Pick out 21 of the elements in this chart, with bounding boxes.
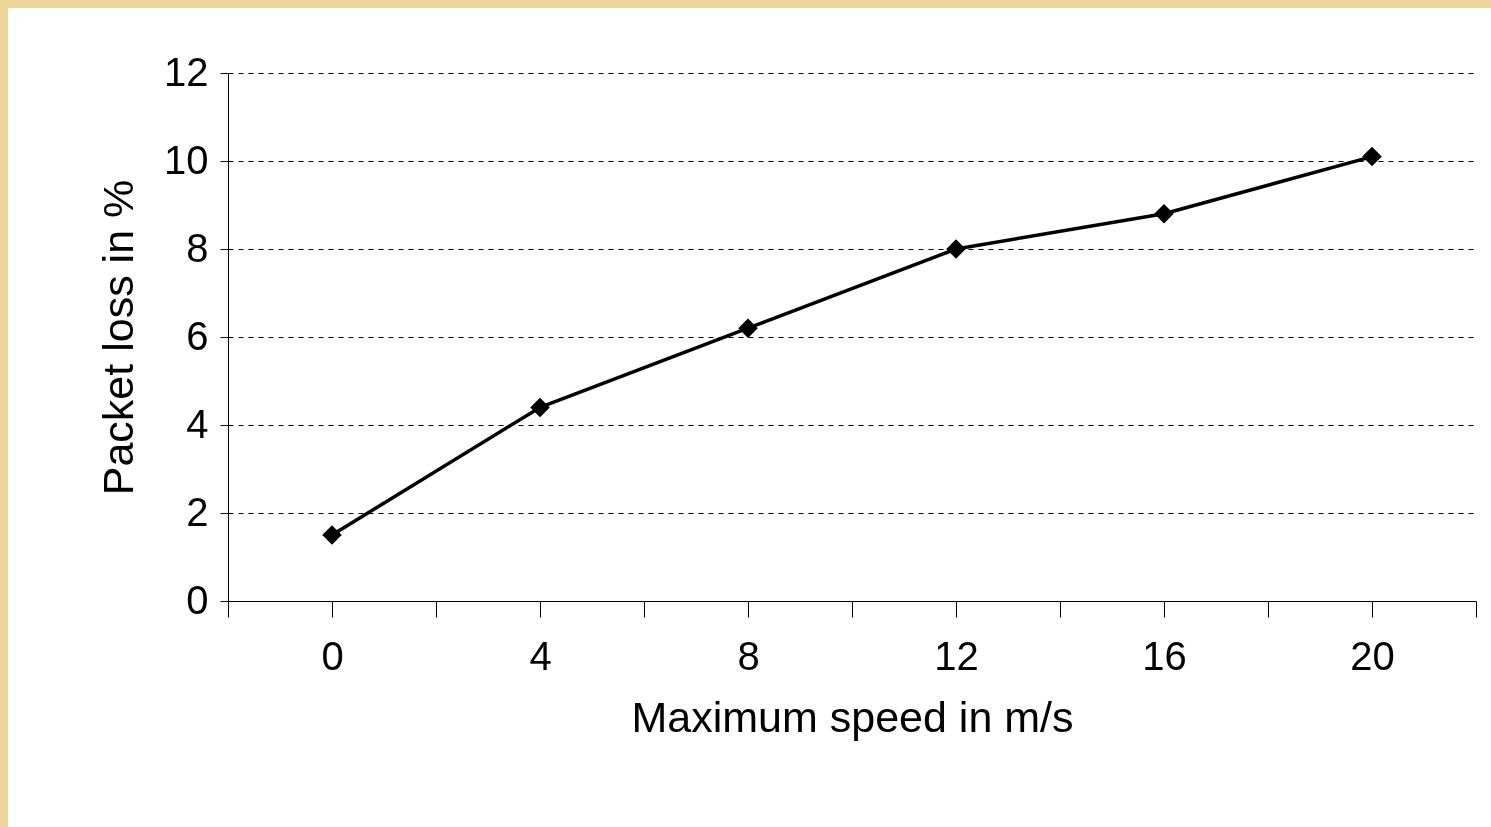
x-tick-label: 16 — [1142, 633, 1187, 678]
point — [322, 525, 342, 545]
point — [738, 318, 758, 338]
y-axis-title: Packet loss in % — [94, 179, 143, 496]
x-tick-label: 12 — [934, 633, 979, 678]
y-tick-label: 12 — [164, 49, 209, 94]
x-tick-label: 4 — [529, 633, 552, 678]
x-tick-label: 8 — [737, 633, 760, 678]
y-tick-label: 2 — [186, 489, 209, 534]
y-tick-label: 0 — [186, 577, 209, 622]
x-tick-label: 20 — [1350, 633, 1395, 678]
x-tick-label: 0 — [321, 633, 344, 678]
point — [946, 239, 966, 259]
x-axis-title: Maximum speed in m/s — [631, 692, 1074, 741]
y-tick-label: 8 — [186, 225, 209, 270]
point — [1362, 146, 1382, 167]
point — [530, 397, 550, 418]
y-tick-label: 6 — [186, 313, 209, 358]
y-tick-label: 10 — [164, 137, 209, 182]
y-tick-label: 4 — [186, 401, 209, 446]
point — [1154, 204, 1174, 224]
